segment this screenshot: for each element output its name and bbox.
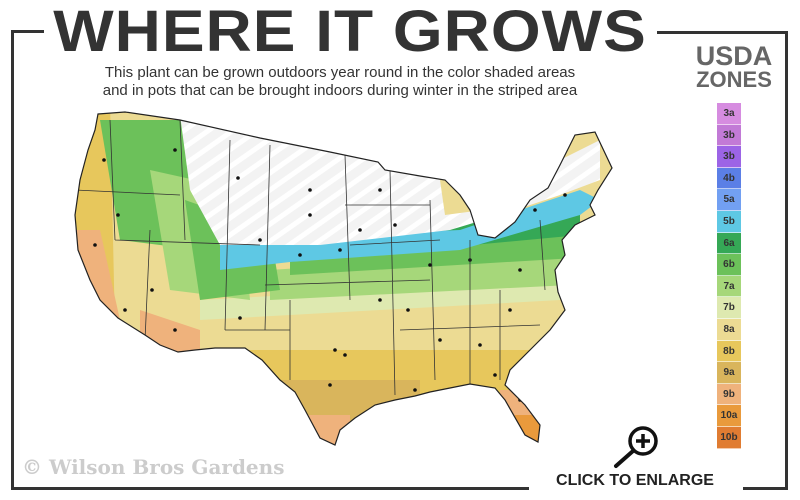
frame-right (785, 31, 788, 490)
frame-top-left (11, 30, 44, 33)
legend-zone-9a: 9a (717, 362, 741, 384)
legend-zone-3b: 3b (717, 146, 741, 168)
legend-zone-8b: 8b (717, 340, 741, 363)
legend-zone-5b: 5b (717, 210, 741, 233)
subtitle-line-2: and in pots that can be brought indoors … (102, 82, 578, 99)
frame-left (11, 30, 14, 490)
subtitle-line-1: This plant can be grown outdoors year ro… (104, 64, 576, 81)
watermark: © Wilson Bros Gardens (22, 455, 285, 479)
legend-zone-7a: 7a (717, 275, 741, 298)
legend-zone-3b: 3b (717, 124, 741, 147)
legend-zone-8a: 8a (717, 318, 741, 341)
click-to-enlarge-button[interactable]: CLICK TO ENLARGE (530, 422, 740, 492)
page-title: WHERE IT GROWS (53, 0, 647, 65)
legend-zone-10b: 10b (717, 426, 741, 449)
legend-zone-3a: 3a (717, 103, 741, 125)
legend-zone-9b: 9b (717, 383, 741, 406)
frame-bottom-right (743, 487, 788, 490)
legend-zone-10a: 10a (717, 405, 741, 427)
legend-zone-7b: 7b (717, 297, 741, 319)
legend-zone-6a: 6a (717, 232, 741, 255)
zoom-in-magnifier-icon (614, 426, 658, 468)
click-to-enlarge-label: CLICK TO ENLARGE (556, 472, 714, 489)
legend-zone-4b: 4b (717, 167, 741, 190)
frame-top-right (657, 31, 788, 34)
legend-zone-5a: 5a (717, 189, 741, 211)
frame-bottom-left (11, 487, 529, 490)
legend-title: USDA ZONES (678, 41, 790, 92)
legend-title-line-2: ZONES (696, 67, 772, 92)
legend-title-line-1: USDA (695, 41, 773, 71)
zone-legend: 3a 3b 3b 4b 5a 5b 6a 6b 7a 7b 8a 8b 9a 9b 10a 10b (717, 103, 741, 449)
legend-zone-6b: 6b (717, 254, 741, 276)
